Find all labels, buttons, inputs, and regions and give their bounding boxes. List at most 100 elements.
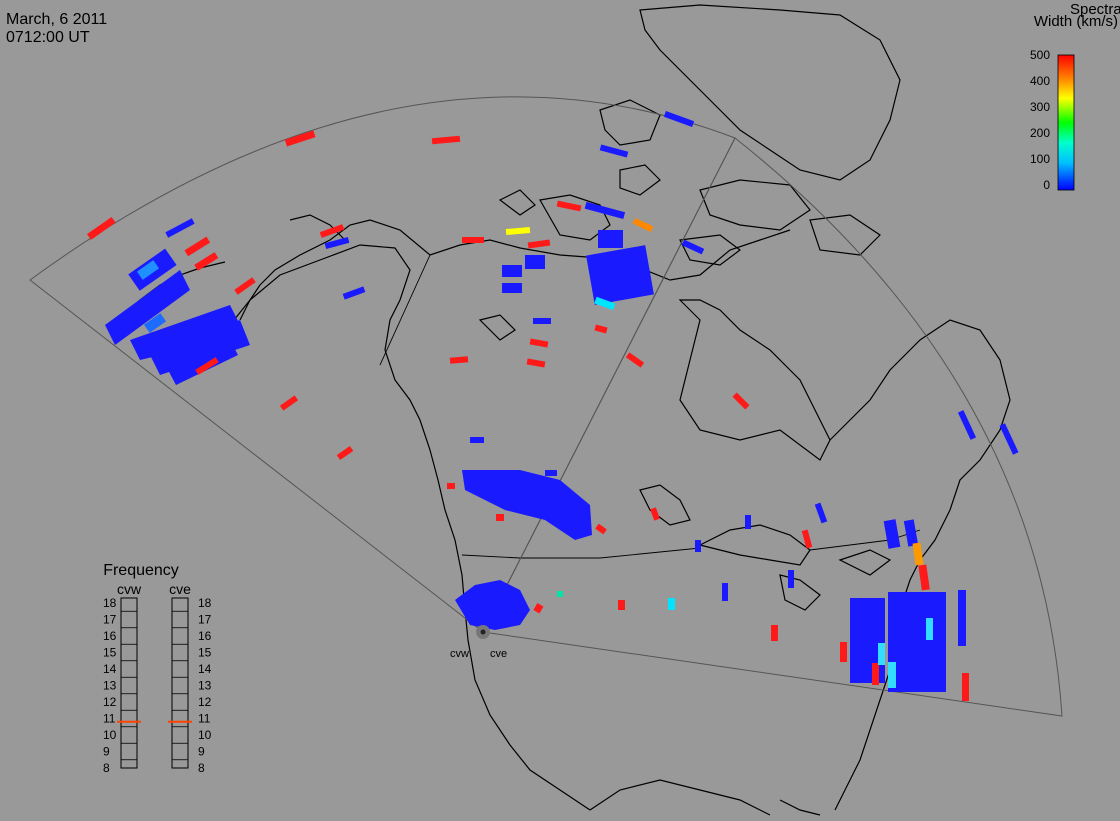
frequency-scale-label: 13 — [198, 679, 212, 693]
scatter-cell — [586, 245, 654, 305]
frequency-scale-label: 12 — [198, 695, 212, 709]
scatter-cell — [165, 218, 195, 238]
scatter-cell — [958, 590, 966, 646]
scatter-cell — [594, 324, 608, 334]
scatter-cell — [999, 423, 1019, 455]
land-outlines — [119, 4, 1011, 816]
scatter-cell — [625, 352, 645, 368]
frequency-scale-label: 15 — [103, 646, 117, 660]
scatter-cell — [771, 625, 778, 641]
colorbar-tick-label: 200 — [1030, 126, 1050, 140]
frequency-scale-label: 17 — [103, 613, 117, 627]
frequency-scale-label: 10 — [103, 728, 117, 742]
radar-fov-outline — [29, 96, 1063, 717]
scatter-cell — [584, 201, 626, 220]
scatter-cell — [502, 283, 522, 293]
spectral-width-colorbar: Spectral Width (km/s) 500 400 300 200 100 0 — [1030, 1, 1120, 192]
colorbar-tick-label: 500 — [1030, 48, 1050, 62]
colorbar-tick-label: 400 — [1030, 74, 1050, 88]
scatter-cell — [663, 111, 695, 127]
frequency-scale-label: 14 — [198, 662, 212, 676]
frequency-scale-label: 9 — [103, 745, 110, 759]
scatter-cell — [136, 260, 160, 280]
scatter-cell — [168, 340, 238, 385]
scatter-cell — [533, 603, 544, 614]
colorbar-title-1: Spectral — [1070, 1, 1120, 18]
scatter-cell — [143, 313, 167, 333]
scatter-cell — [533, 318, 551, 324]
scatter-cell — [814, 502, 828, 524]
frequency-bar-cve — [171, 597, 189, 769]
scatter-cell — [556, 200, 582, 212]
colorbar-tick-label: 100 — [1030, 152, 1050, 166]
scatter-cell — [184, 236, 211, 257]
scatter-cell — [462, 470, 592, 540]
scatter-cell — [926, 618, 933, 640]
scatter-cell — [732, 392, 750, 410]
frequency-scale-label: 18 — [198, 596, 212, 610]
frequency-scale-label: 16 — [103, 629, 117, 643]
scatter-cell — [502, 265, 522, 277]
frequency-scale: 18 18 17 17 16 16 15 15 14 14 13 13 12 12 11 11 10 10 9 9 8 8 — [103, 596, 212, 775]
radar-sites: cvw cve — [450, 625, 507, 660]
scatter-cell — [912, 542, 924, 566]
scatter-cell — [668, 598, 675, 610]
scatter-cell — [470, 437, 484, 443]
scatter-cell — [594, 296, 616, 311]
scatter-cell — [840, 642, 847, 662]
scatter-cell — [150, 320, 250, 375]
colorbar-tick-label: 0 — [1043, 178, 1050, 192]
scatter-cell — [850, 598, 885, 683]
scatter-cell — [599, 144, 629, 158]
frequency-scale-label: 11 — [103, 712, 116, 726]
scatter-cell — [324, 236, 350, 250]
scatter-cell — [234, 277, 256, 295]
scatter-cell — [695, 540, 701, 552]
scatter-cell — [505, 226, 531, 236]
frequency-scale-label: 11 — [198, 712, 211, 726]
scatter-cell — [650, 507, 660, 521]
frequency-radar-cvw: cvw — [117, 581, 142, 597]
frequency-bar-cvw — [120, 597, 138, 769]
time-label: 0712:00 UT — [6, 29, 90, 46]
scatter-cells-blue — [105, 111, 1019, 692]
colorbar-title-2: Width (km/s) — [1034, 13, 1118, 30]
scatter-cell — [449, 356, 469, 364]
scatter-cell — [722, 583, 728, 601]
scatter-cell — [529, 338, 549, 348]
scatter-cell — [336, 445, 354, 461]
colorbar-gradient — [1057, 54, 1075, 191]
scatter-cell — [431, 135, 461, 145]
colorbar-tick-label: 300 — [1030, 100, 1050, 114]
frequency-scale-label: 13 — [103, 679, 117, 693]
scatter-cell — [86, 216, 116, 240]
frequency-panel: Frequency cvw cve 18 18 17 17 16 16 15 15 14 14 13… — [103, 562, 212, 775]
scatter-cell — [279, 395, 299, 411]
scatter-cell — [447, 483, 455, 489]
site-label-cvw: cvw — [450, 648, 469, 660]
frequency-scale-label: 14 — [103, 662, 117, 676]
site-marker-center — [480, 629, 486, 635]
scatter-cell — [598, 230, 623, 248]
scatter-cell — [888, 662, 896, 688]
frequency-scale-label: 8 — [198, 761, 205, 775]
scatter-cell — [194, 252, 219, 271]
scatter-cell — [319, 224, 345, 238]
political-borders — [379, 254, 921, 559]
scatter-cell — [918, 564, 930, 591]
scatter-cell — [903, 519, 919, 547]
scatter-cell — [957, 410, 977, 440]
scatter-cell — [788, 570, 794, 588]
scatter-cell — [745, 515, 751, 529]
frequency-scale-label: 15 — [198, 646, 212, 660]
scatter-cell — [105, 270, 190, 345]
scatter-cell — [526, 358, 546, 368]
scatter-cell — [632, 218, 654, 232]
frequency-scale-label: 17 — [198, 613, 212, 627]
scatter-cell — [557, 591, 563, 597]
scatter-cell — [883, 519, 901, 549]
scatter-cell — [681, 239, 705, 255]
scatter-cell — [545, 470, 557, 476]
scatter-cell — [878, 643, 885, 665]
